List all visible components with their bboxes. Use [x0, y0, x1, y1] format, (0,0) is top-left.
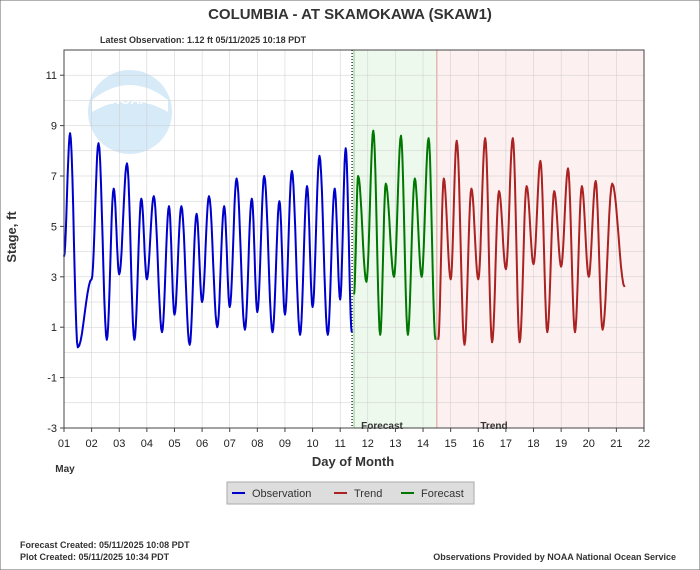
x-tick-label: 01 [58, 438, 70, 450]
x-tick-label: 19 [555, 438, 567, 450]
noaa-logo-text: NOAA [111, 92, 150, 107]
x-tick-label: 16 [472, 438, 484, 450]
y-tick-label: -3 [47, 423, 57, 435]
x-tick-label: 02 [85, 438, 97, 450]
legend-forecast-label: Forecast [421, 488, 464, 500]
legend: Observation Trend Forecast [226, 481, 475, 505]
legend-observation-label: Observation [252, 488, 311, 500]
x-tick-label: 14 [417, 438, 429, 450]
y-tick-label: 3 [51, 272, 57, 284]
y-tick-label: 11 [46, 70, 57, 82]
x-tick-label: 17 [500, 438, 512, 450]
plot-background [64, 50, 644, 428]
noaa-logo: NOAA [88, 70, 172, 154]
x-axis-title: Day of Month [312, 454, 394, 469]
y-tick-label: 7 [51, 171, 57, 183]
y-tick-label: 1 [51, 322, 57, 334]
x-tick-label: 08 [251, 438, 263, 450]
chart-title: COLUMBIA - AT SKAMOKAWA (SKAW1) [208, 6, 492, 23]
x-tick-label: 20 [583, 438, 595, 450]
x-tick-label: 09 [279, 438, 291, 450]
x-tick-label: 10 [306, 438, 318, 450]
x-tick-label: 04 [141, 438, 153, 450]
plot-created-label: Plot Created: 05/11/2025 10:34 PDT [20, 552, 170, 562]
noaa-logo-circle [88, 70, 172, 154]
x-tick-label: 22 [638, 438, 650, 450]
noaa-logo-bird [92, 85, 168, 112]
y-tick-label: 5 [51, 221, 57, 233]
y-tick-label: -1 [47, 373, 57, 385]
y-axis-title: Stage, ft [4, 211, 19, 263]
x-tick-label: 11 [334, 438, 345, 450]
legend-trend-label: Trend [354, 488, 382, 500]
x-tick-label: 05 [168, 438, 180, 450]
forecast-region-label: Forecast [361, 421, 403, 432]
x-tick-label: 15 [445, 438, 457, 450]
trend-region-label: Trend [480, 421, 507, 432]
series-observation-line [63, 132, 353, 349]
x-tick-label: 07 [224, 438, 236, 450]
series-trend-line [437, 137, 626, 346]
series-forecast-line [353, 129, 437, 340]
forecast-created-label: Forecast Created: 05/11/2025 10:08 PDT [20, 540, 190, 550]
x-tick-label: 13 [389, 438, 401, 450]
legend-box [226, 481, 475, 505]
x-tick-label: 03 [113, 438, 125, 450]
region-trend [436, 50, 644, 428]
x-tick-label: 12 [362, 438, 374, 450]
plot-border [63, 49, 645, 429]
series-layer [63, 129, 626, 349]
x-tick-label: 06 [196, 438, 208, 450]
month-label: May [55, 464, 75, 475]
x-tick-label: 21 [610, 438, 622, 450]
x-tick-label: 18 [527, 438, 539, 450]
data-credit-label: Observations Provided by NOAA National O… [433, 552, 676, 562]
latest-observation-label: Latest Observation: 1.12 ft 05/11/2025 1… [100, 35, 307, 45]
y-tick-label: 9 [51, 121, 57, 133]
